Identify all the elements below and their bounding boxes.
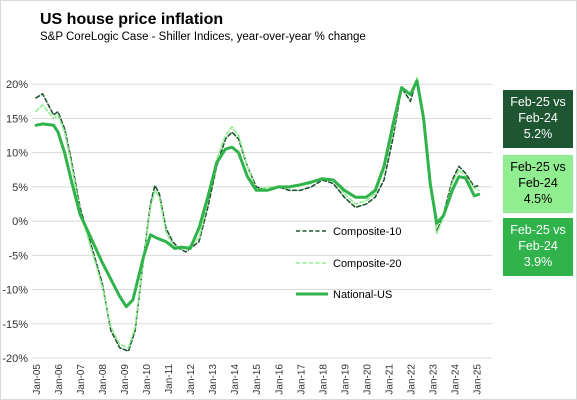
- x-tick-label: Jan-24: [450, 364, 461, 395]
- annotation-box: [503, 218, 573, 276]
- y-tick-label: 5%: [12, 182, 28, 194]
- legend: Composite-10 Composite-20 National-US: [296, 226, 401, 301]
- chart-subtitle: S&P CoreLogic Case - Shiller Indices, ye…: [40, 31, 366, 43]
- x-tick-label: Jan-17: [296, 364, 307, 395]
- annotation-text: Feb-24: [518, 111, 558, 125]
- series-line-national-us: [34, 79, 481, 309]
- y-axis: -20% -15% -10% -5% 0% 5% 10% 15% 20%: [2, 79, 28, 365]
- x-axis: Jan-05 Jan-06 Jan-07 Jan-08 Jan-09 Jan-10 Jan-…: [32, 364, 483, 395]
- chart-title: US house price inflation: [40, 11, 223, 28]
- annotation-text: Feb-25 vs: [510, 160, 566, 174]
- x-tick-label: Jan-23: [428, 364, 439, 395]
- y-tick-label: 15%: [6, 113, 28, 125]
- x-tick-label: Jan-15: [252, 364, 263, 395]
- annotation-text: 3.9%: [524, 255, 553, 269]
- series-lines: [34, 76, 481, 352]
- x-tick-label: Jan-08: [98, 364, 109, 395]
- x-tick-label: Jan-06: [54, 364, 65, 395]
- series-line-composite-20: [35, 76, 480, 349]
- annotation-box: [503, 155, 573, 213]
- x-tick-label: Jan-07: [76, 364, 87, 395]
- x-tick-label: Jan-20: [362, 364, 373, 395]
- annotation-boxes: Feb-25 vs Feb-24 5.2% Feb-25 vs Feb-24 4.5% Fe…: [503, 90, 573, 276]
- y-tick-label: 10%: [6, 148, 28, 160]
- annotation-text: Feb-25 vs: [510, 223, 566, 237]
- annotation-box: [503, 90, 573, 148]
- annotation-text: Feb-24: [518, 239, 558, 253]
- x-tick-label: Jan-21: [384, 364, 395, 395]
- x-tick-label: Jan-05: [32, 364, 43, 395]
- annotation-text: 5.2%: [524, 127, 553, 141]
- x-tick-label: Jan-13: [208, 364, 219, 395]
- legend-label: National-US: [333, 289, 392, 301]
- x-tick-label: Jan-11: [164, 364, 175, 394]
- annotation-text: Feb-24: [518, 176, 558, 190]
- x-tick-label: Jan-19: [340, 364, 351, 395]
- annotation-text: Feb-25 vs: [510, 95, 566, 109]
- x-tick-label: Jan-18: [318, 364, 329, 395]
- x-tick-label: Jan-22: [406, 364, 417, 395]
- annotation-text: 4.5%: [524, 192, 553, 206]
- x-tick-label: Jan-16: [274, 364, 285, 395]
- grid: [32, 83, 492, 359]
- y-tick-label: -10%: [2, 285, 28, 297]
- x-tick-label: Jan-12: [186, 364, 197, 395]
- x-tick-label: Jan-14: [230, 364, 241, 395]
- series-line-composite-10: [35, 77, 480, 352]
- y-tick-label: -20%: [2, 353, 28, 365]
- legend-label: Composite-20: [333, 258, 401, 270]
- x-tick-label: Jan-09: [120, 364, 131, 395]
- y-tick-label: 20%: [6, 79, 28, 91]
- x-tick-label: Jan-25: [472, 364, 483, 395]
- legend-label: Composite-10: [333, 226, 401, 238]
- y-tick-label: 0%: [12, 216, 28, 228]
- y-tick-label: -5%: [8, 250, 28, 262]
- x-tick-label: Jan-10: [142, 364, 153, 395]
- y-tick-label: -15%: [2, 319, 28, 331]
